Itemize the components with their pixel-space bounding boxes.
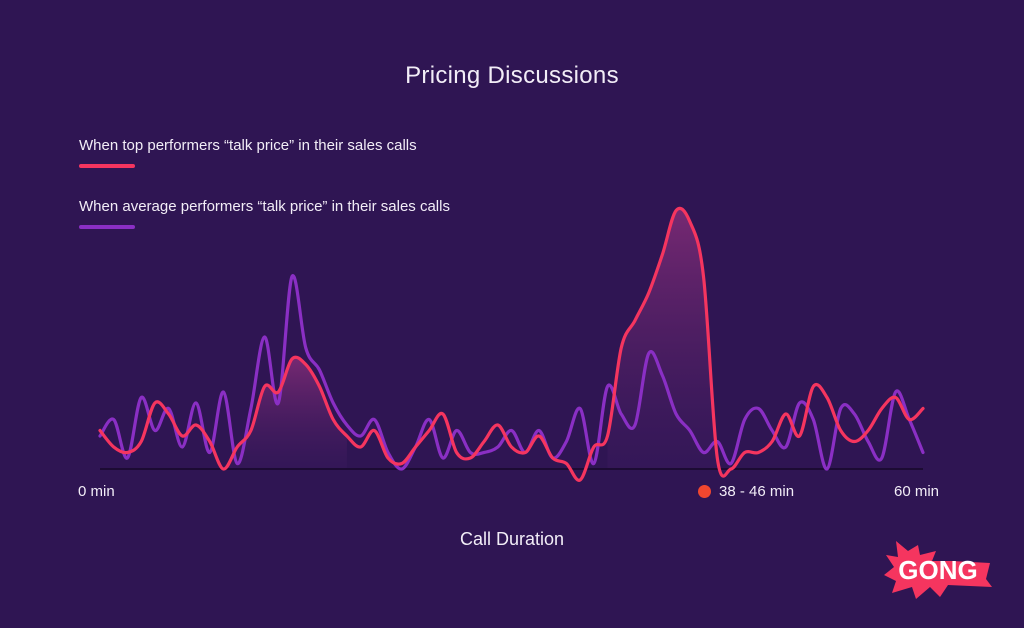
legend-item-top-performers: When top performers “talk price” in thei… xyxy=(79,137,417,168)
legend-item-average-performers: When average performers “talk price” in … xyxy=(79,198,450,229)
x-tick-label-max: 60 min xyxy=(894,483,940,500)
x-axis-label: Call Duration xyxy=(459,529,565,549)
legend-swatch-average-performers xyxy=(79,225,135,229)
gong-logo-burst-icon xyxy=(884,541,992,599)
highlight-range-label: 38 - 46 min xyxy=(719,483,795,500)
peak-area-2 xyxy=(607,208,731,476)
legend-swatch-top-performers xyxy=(79,164,135,168)
series-line-average-performers xyxy=(98,274,925,471)
highlight-range-marker: 38 - 46 min xyxy=(698,483,794,500)
gong-logo: GONG xyxy=(884,541,992,599)
chart-title: Pricing Discussions xyxy=(405,62,619,89)
gong-logo-text: GONG xyxy=(898,555,977,585)
series-line-top-performers xyxy=(98,206,925,482)
highlight-dot-icon xyxy=(698,485,711,498)
legend-label-average-performers: When average performers “talk price” in … xyxy=(79,198,450,215)
peak-area-1 xyxy=(223,357,347,469)
x-tick-label-min: 0 min xyxy=(78,483,115,500)
legend-label-top-performers: When top performers “talk price” in thei… xyxy=(79,137,417,154)
